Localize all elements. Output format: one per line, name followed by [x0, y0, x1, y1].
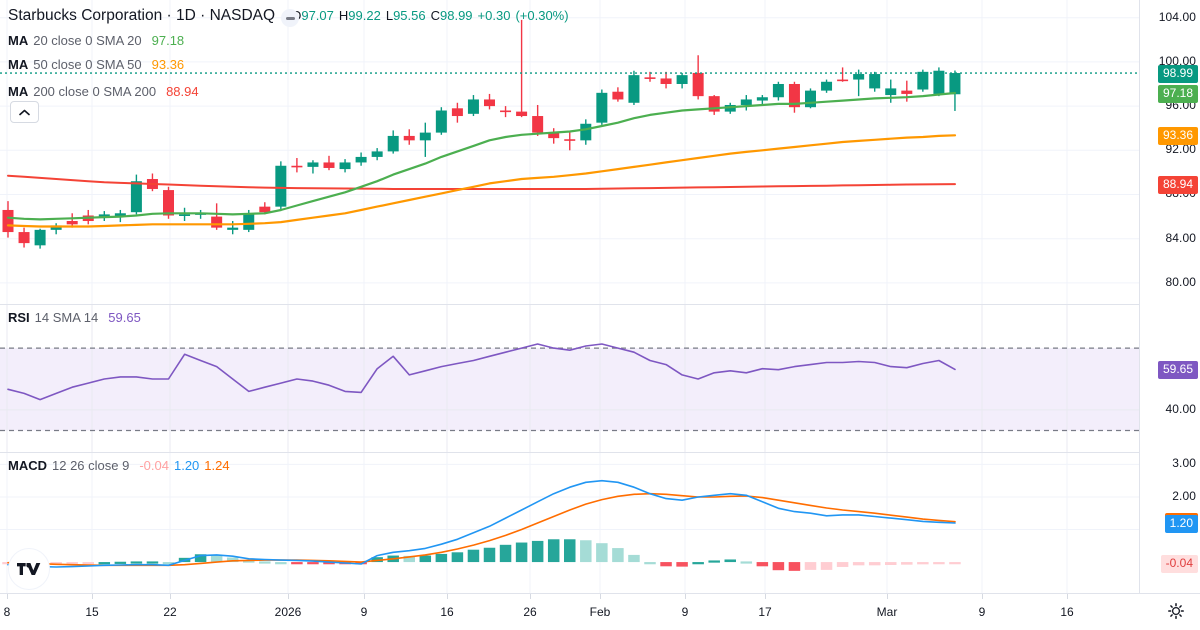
time-tick	[288, 594, 289, 599]
high-key: H	[338, 8, 349, 23]
close-key: C	[430, 8, 440, 23]
time-tick	[530, 594, 531, 599]
time-label-9: 9	[681, 605, 689, 619]
macd-histogram-layer	[0, 453, 1140, 593]
price-change-percent: (+0.30%)	[515, 8, 569, 23]
ma200-name: MA	[8, 84, 29, 99]
macd-plot[interactable]	[0, 453, 1140, 593]
rsi-value-badge[interactable]: 59.65	[1157, 360, 1198, 379]
time-label-9: 9	[360, 605, 368, 619]
time-tick	[364, 594, 365, 599]
macd-params: 12 26 close 9	[52, 458, 130, 473]
time-tick	[1067, 594, 1068, 599]
ma20-params: 20 close 0 SMA 20	[33, 33, 142, 48]
macd-hist-value: -0.04	[139, 458, 169, 473]
time-label-17: 17	[758, 605, 772, 619]
time-label-9: 9	[978, 605, 986, 619]
time-label-22: 22	[163, 605, 177, 619]
macd-signal-value: 1.24	[204, 458, 230, 473]
chevron-up-icon	[19, 109, 30, 115]
price-tick-84.00: 84.00	[1165, 230, 1196, 245]
low-key: L	[385, 8, 394, 23]
time-label-8: 8	[3, 605, 11, 619]
ma200-price-badge[interactable]: 88.94	[1157, 175, 1198, 194]
chart-title-legend: Starbucks Corporation · 1D · NASDAQ O97.…	[8, 8, 569, 24]
eye-hidden-bar	[285, 16, 295, 20]
time-label-2026: 2026	[274, 605, 302, 619]
price-tick-104.00: 104.00	[1158, 9, 1196, 24]
pane-separator-rsi-macd	[0, 452, 1200, 453]
scale-divider	[1139, 0, 1140, 593]
time-scale-axis[interactable]: 8 15 22 2026 9 16 26 Feb 9 17 Mar 9 16	[0, 593, 1200, 630]
price-candles-layer	[0, 0, 1140, 305]
ma200-value: 88.94	[166, 84, 199, 99]
ma20-name: MA	[8, 33, 29, 48]
macd-tick-2.00: 2.00	[1172, 488, 1196, 503]
price-tick-100.00: 100.00	[1158, 53, 1196, 68]
tradingview-glyph	[17, 563, 41, 575]
ma50-legend[interactable]: MA 50 close 0 SMA 50 93.36	[8, 57, 184, 73]
close-value: 98.99	[440, 8, 473, 23]
ma20-value: 97.18	[151, 33, 185, 48]
rsi-legend[interactable]: RSI 14 SMA 14 59.65	[8, 310, 141, 326]
rsi-plot[interactable]	[0, 305, 1140, 453]
time-label-15: 15	[85, 605, 99, 619]
low-value: 95.56	[393, 8, 426, 23]
ma20-legend[interactable]: MA 20 close 0 SMA 20 97.18	[8, 33, 184, 49]
last-price-badge[interactable]: 98.99	[1157, 64, 1198, 83]
rsi-pane[interactable]	[0, 305, 1140, 453]
price-tick-80.00: 80.00	[1165, 274, 1196, 289]
ma50-price-badge[interactable]: 93.36	[1157, 126, 1198, 145]
time-label-26: 26	[523, 605, 537, 619]
macd-line-badge[interactable]: 1.20	[1164, 514, 1198, 533]
ma50-params: 50 close 0 SMA 50	[33, 57, 142, 72]
ma200-params: 200 close 0 SMA 200	[33, 84, 157, 99]
rsi-line-layer	[0, 305, 1140, 453]
gear-glyph	[1168, 603, 1184, 619]
ma200-legend[interactable]: MA 200 close 0 SMA 200 88.94	[8, 84, 199, 100]
time-label-16: 16	[440, 605, 454, 619]
time-tick	[887, 594, 888, 599]
time-label-Mar: Mar	[876, 605, 898, 619]
collapse-legend-button[interactable]	[10, 101, 39, 123]
price-change: +0.30	[477, 8, 511, 23]
macd-tick-3.00: 3.00	[1172, 456, 1196, 471]
page-title[interactable]: Starbucks Corporation · 1D · NASDAQ	[8, 7, 276, 24]
macd-line-value: 1.20	[173, 458, 200, 473]
time-label-16: 16	[1060, 605, 1074, 619]
pane-separator-price-rsi	[0, 304, 1200, 305]
open-value: 97.07	[301, 8, 334, 23]
time-tick	[170, 594, 171, 599]
time-tick	[982, 594, 983, 599]
tradingview-logo-icon[interactable]	[8, 548, 50, 590]
macd-hist-badge[interactable]: -0.04	[1160, 554, 1198, 573]
macd-name: MACD	[8, 458, 47, 473]
price-scale-axis[interactable]: 104.00100.0096.0092.0088.0084.0080.0098.…	[1140, 0, 1200, 593]
price-pane[interactable]	[0, 0, 1140, 305]
gear-icon[interactable]	[1165, 600, 1187, 622]
price-plot[interactable]	[0, 0, 1140, 305]
time-tick	[447, 594, 448, 599]
time-tick	[685, 594, 686, 599]
high-value: 99.22	[348, 8, 381, 23]
ma50-value: 93.36	[151, 57, 185, 72]
macd-legend[interactable]: MACD 12 26 close 9 -0.04 1.20 1.24	[8, 458, 230, 474]
time-tick	[765, 594, 766, 599]
price-tick-92.00: 92.00	[1165, 142, 1196, 157]
time-tick	[7, 594, 8, 599]
time-tick	[92, 594, 93, 599]
rsi-tick-40.00: 40.00	[1165, 401, 1196, 416]
rsi-name: RSI	[8, 310, 30, 325]
rsi-params: 14 SMA 14	[34, 310, 99, 325]
eye-hidden-icon[interactable]	[281, 9, 299, 27]
time-label-Feb: Feb	[589, 605, 611, 619]
ma50-name: MA	[8, 57, 29, 72]
macd-pane[interactable]	[0, 453, 1140, 593]
time-tick	[600, 594, 601, 599]
ma20-price-badge[interactable]: 97.18	[1157, 84, 1198, 103]
rsi-value: 59.65	[108, 310, 141, 325]
